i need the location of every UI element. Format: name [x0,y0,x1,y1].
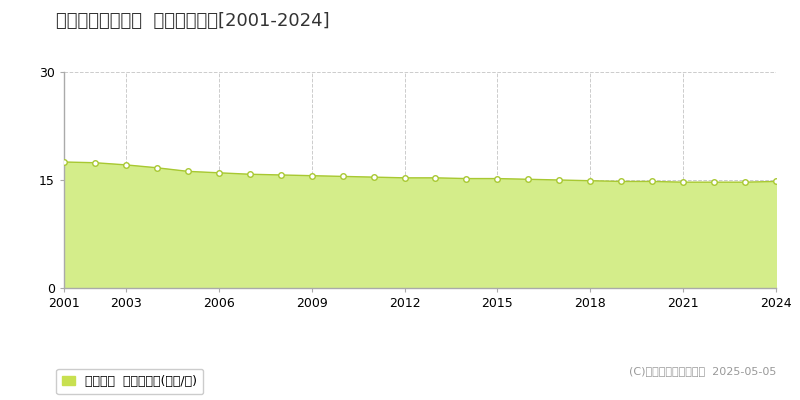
Text: 知多郡武豊町多賀  基準地価推移[2001-2024]: 知多郡武豊町多賀 基準地価推移[2001-2024] [56,12,330,30]
Text: (C)土地価格ドットコム  2025-05-05: (C)土地価格ドットコム 2025-05-05 [629,366,776,376]
Legend: 基準地価  平均坪単価(万円/坪): 基準地価 平均坪単価(万円/坪) [56,368,203,394]
